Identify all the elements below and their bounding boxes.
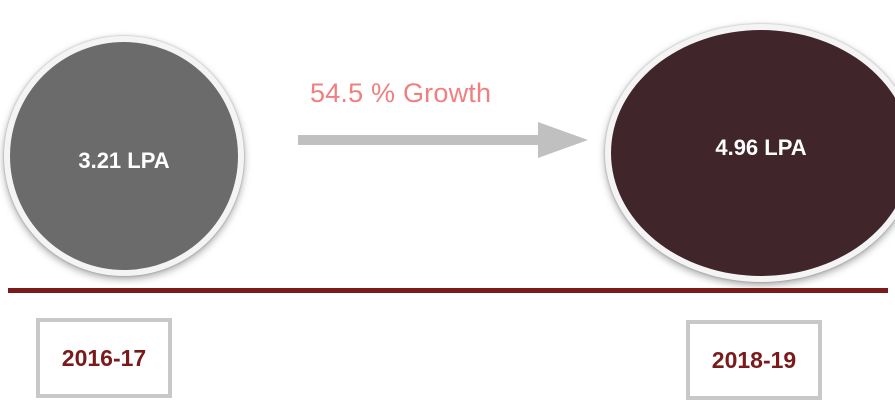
right-arrow-icon [298, 122, 588, 158]
year-label-2016-17: 2016-17 [61, 344, 147, 371]
year-label-2018-19: 2018-19 [711, 346, 797, 373]
growth-label: 54.5 % Growth [310, 78, 492, 108]
value-label-2016-17: 3.21 LPA [78, 148, 170, 173]
year-box-2016-17: 2016-17 [36, 318, 172, 398]
timeline-divider [8, 288, 888, 293]
value-circle-2018-19: 4.96 LPA [605, 24, 895, 282]
value-circle-2016-17: 3.21 LPA [4, 36, 244, 276]
value-label-2018-19: 4.96 LPA [715, 135, 807, 160]
year-box-2018-19: 2018-19 [686, 320, 822, 400]
